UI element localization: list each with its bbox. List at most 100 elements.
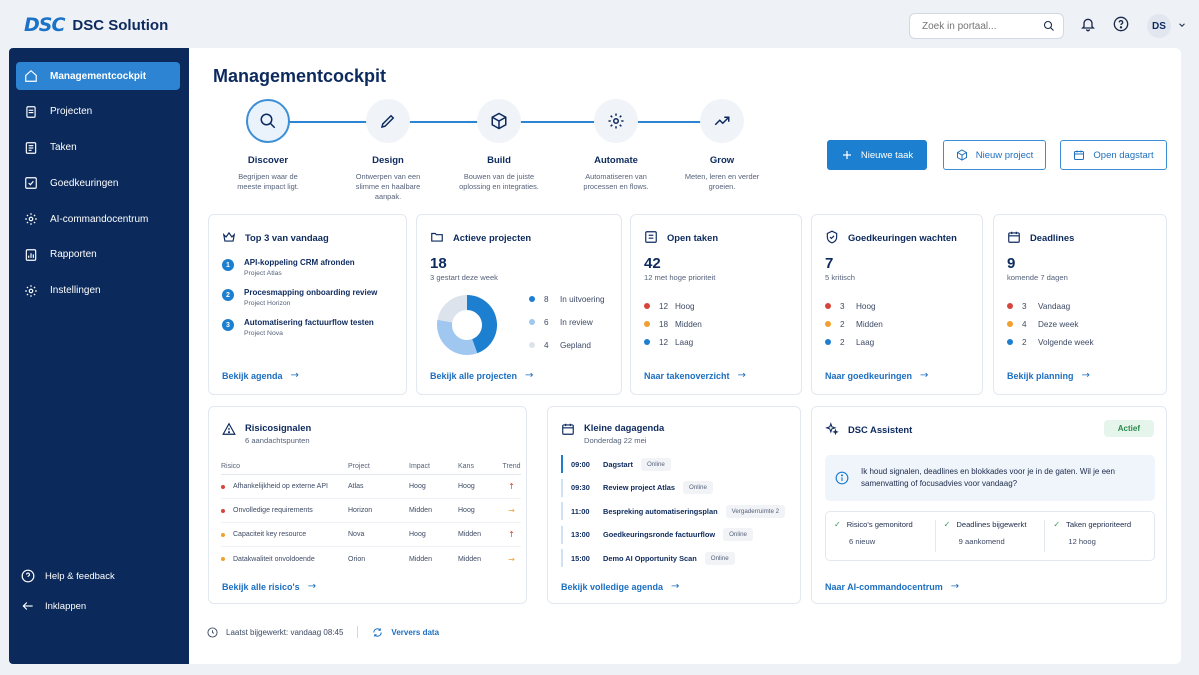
view-all-projects-link[interactable]: Bekijk alle projecten → [430,370,533,381]
list-item[interactable]: 11:00 Bespreking automatiseringsplan Verga… [561,502,791,520]
link-label: Bekijk agenda [222,370,283,381]
help-icon[interactable] [1113,16,1129,32]
trend-arrow-icon: → [508,506,515,515]
view-full-agenda-link[interactable]: Bekijk volledige agenda → [561,581,679,592]
risk-dot [221,484,225,489]
list-item: 2 Midden [825,319,883,329]
approvals-link[interactable]: Naar goedkeuringen → [825,370,928,381]
card-subtitle: 6 aandachtspunten [245,436,310,445]
folder-icon [431,232,443,242]
priority-label: Hoog [856,301,876,311]
table-row[interactable]: Capaciteit key resource Nova Hoog Midden… [221,523,521,547]
risk-dot [221,508,225,513]
active-projects-card: Actieve projecten 18 3 gestart deze week… [416,214,622,395]
process-step-automate[interactable]: Automate Automatiseren van processen en … [561,99,671,192]
list-item[interactable]: 3 Automatisering factuurflow testen Proje… [222,318,377,337]
warning-icon [222,422,236,435]
brand-logo[interactable]: DSC DSC Solution [24,14,168,36]
list-item[interactable]: 15:00 Demo AI Opportunity Scan Online [561,549,791,567]
search-icon[interactable] [1043,20,1055,32]
chevron-down-icon[interactable] [1177,20,1187,30]
list-item[interactable]: 1 API-koppeling CRM afronden Project Atla… [222,258,377,277]
task-sub: 12 met hoge prioriteit [644,273,716,282]
legend-value: 8 [544,294,549,304]
tasks-overview-link[interactable]: Naar takenoverzicht → [644,370,746,381]
list-item[interactable]: 09:00 Dagstart Online [561,455,791,473]
step-name: Build [487,155,511,166]
task-priority-list: 12 Hoog 18 Midden 12 Laag [644,301,702,355]
last-updated-text: Laatst bijgewerkt: vandaag 08:45 [226,627,344,637]
sidebar-item-taken[interactable]: Taken [16,134,180,162]
top-bar: DSC DSC Solution DS [0,0,1199,48]
top3-list: 1 API-koppeling CRM afronden Project Atla… [222,258,377,348]
agenda-title: Goedkeuringsronde factuurflow [603,530,716,539]
sparkle-icon [825,422,839,436]
stat-value: 12 hoog [1068,537,1096,546]
stat-item: ✓ Risico's gemonitord 6 nieuw [826,520,936,552]
priority-dot [825,303,831,309]
trend-arrow-icon: ↑ [508,530,515,539]
deadline-list: 3 Vandaag 4 Deze week 2 Volgende week [1007,301,1094,355]
risk-chance: Midden [458,555,481,563]
top3-card: Top 3 van vandaag 1 API-koppeling CRM af… [208,214,407,395]
list-item[interactable]: 2 Procesmapping onboarding review Project… [222,288,377,307]
step-circle [477,99,521,143]
sidebar-item-managementcockpit[interactable]: Managementcockpit [16,62,180,90]
priority-label: Midden [675,319,702,329]
table-header: Risico Project Impact Kans Trend [221,459,521,475]
list-item[interactable]: 09:30 Review project Atlas Online [561,478,791,497]
open-dayplan-label: Open dagstart [1093,149,1154,161]
sidebar-item-ai-commandocentrum[interactable]: AI-commandocentrum [16,205,180,233]
help-feedback-link[interactable]: Help & feedback [21,567,115,585]
sidebar-item-projecten[interactable]: Projecten [16,98,180,126]
arrow-right-icon: → [950,581,960,592]
collapse-sidebar-button[interactable]: Inklappen [21,597,115,615]
bell-icon[interactable] [1080,16,1096,32]
risk-dot [221,557,225,561]
link-label: Naar goedkeuringen [825,370,913,381]
view-planning-link[interactable]: Bekijk planning → [1007,370,1090,381]
new-task-button[interactable]: Nieuwe taak [827,140,927,170]
trending-up-icon [714,116,730,126]
approval-sub: 5 kritisch [825,273,855,282]
priority-dot [644,339,650,345]
risk-name: Datakwaliteit onvoldoende [233,555,315,563]
list-icon [25,141,37,154]
search-input[interactable] [922,20,1043,32]
calendar-icon [1074,150,1085,160]
search-box[interactable] [909,13,1064,39]
sidebar-item-instellingen[interactable]: Instellingen [16,277,180,305]
sidebar-item-goedkeuringen[interactable]: Goedkeuringen [16,169,180,197]
user-avatar[interactable]: DS [1147,14,1171,38]
assistant-message[interactable]: Ik houd signalen, deadlines en blokkades… [825,455,1155,501]
sidebar-item-rapporten[interactable]: Rapporten [16,241,180,269]
legend-item: 4 Gepland [529,340,605,350]
agenda-time: 09:00 [571,459,590,469]
last-updated-bar: Laatst bijgewerkt: vandaag 08:45 Ververs… [207,626,439,638]
approvals-card: Goedkeuringen wachten 7 5 kritisch 3 Hoog… [811,214,983,395]
process-step-build[interactable]: Build Bouwen van de juiste oplossing en … [444,99,554,192]
refresh-data-button[interactable]: Ververs data [372,627,439,638]
folder-icon [26,105,36,118]
process-step-grow[interactable]: Grow Meten, leren en verder groeien. [667,99,777,192]
process-step-design[interactable]: Design Ontwerpen van een slimme en haalb… [333,99,443,202]
process-step-discover[interactable]: Discover Begrijpen waar de meeste impact… [213,99,323,192]
new-project-button[interactable]: Nieuw project [943,140,1046,170]
view-agenda-link[interactable]: Bekijk agenda → [222,370,299,381]
list-item[interactable]: 13:00 Goedkeuringsronde factuurflow Online [561,525,791,544]
table-row[interactable]: Afhankelijkheid op externe API Atlas Hoo… [221,475,521,499]
card-header: Actieve projecten [430,230,531,244]
item-project: Project Horizon [244,300,291,307]
sidebar-item-label: Rapporten [50,249,97,261]
item-project: Project Atlas [244,270,282,277]
gear-icon [25,213,37,226]
table-row[interactable]: Onvolledige requirements Horizon Midden … [221,499,521,523]
legend-item: 6 In review [529,317,605,327]
deadline-label: Volgende week [1038,337,1094,347]
status-badge: Actief [1103,420,1154,437]
ai-command-center-link[interactable]: Naar AI-commandocentrum → [825,581,959,592]
open-dayplan-button[interactable]: Open dagstart [1060,140,1167,170]
table-row[interactable]: Datakwaliteit onvoldoende Orion Midden M… [221,547,521,571]
risk-table: Risico Project Impact Kans Trend Afhanke… [221,459,521,571]
view-all-risks-link[interactable]: Bekijk alle risico's → [222,581,316,592]
